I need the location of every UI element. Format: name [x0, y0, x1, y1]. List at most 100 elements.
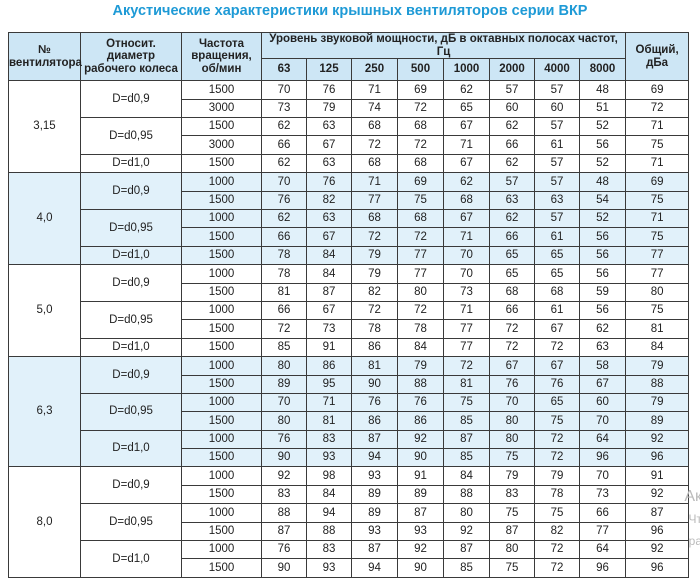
band-value-cell: 76 [306, 172, 352, 192]
rpm-cell: 1000 [181, 429, 262, 450]
band-value-cell: 70 [578, 411, 627, 431]
band-value-cell: 93 [306, 558, 352, 578]
band-value-cell: 72 [534, 540, 580, 560]
diameter-cell: D=d0,9 [80, 264, 182, 302]
total-cell: 96 [625, 521, 690, 542]
fan-number-cell: 5,0 [8, 264, 81, 358]
rpm-cell: 1500 [181, 117, 262, 137]
band-value-cell: 57 [534, 117, 580, 137]
band-value-cell: 61 [534, 227, 580, 247]
band-value-cell: 70 [443, 264, 490, 284]
band-value-cell: 65 [534, 264, 580, 284]
band-value-cell: 88 [397, 374, 444, 394]
band-value-cell: 72 [489, 319, 535, 339]
table-row: D=d0,95 1000 62 63 68 68 67 62 57 52 71 [9, 209, 690, 247]
band-value-cell: 59 [578, 282, 627, 302]
table-row: D=d0,95 1000 70 71 76 76 75 70 65 60 79 [9, 392, 690, 431]
band-value-cell: 71 [443, 135, 490, 155]
band-value-cell: 80 [489, 411, 535, 431]
band-value-cell: 65 [489, 245, 535, 266]
band-value-cell: 67 [534, 319, 580, 339]
band-value-cell: 87 [489, 521, 535, 542]
table-row: D=d0,95 1000 66 67 72 72 71 66 61 56 75 [9, 300, 690, 339]
band-value-cell: 68 [397, 153, 444, 174]
rpm-cell: 1500 [181, 80, 262, 100]
total-cell: 80 [625, 282, 690, 302]
band-value-cell: 79 [351, 245, 398, 266]
band-value-cell: 90 [261, 558, 307, 578]
band-value-cell: 76 [261, 190, 307, 211]
rpm-cell: 1500 [181, 521, 262, 542]
header-band: 63 [261, 58, 307, 82]
band-value-cell: 67 [578, 374, 627, 394]
table-row: D=d0,95 1500 62 63 68 68 67 62 57 52 71 [9, 117, 690, 155]
diameter-cell: D=d0,9 [80, 356, 182, 394]
band-value-cell: 67 [489, 356, 535, 376]
band-value-cell: 57 [534, 153, 580, 174]
band-value-cell: 51 [578, 98, 627, 119]
band-value-cell: 70 [261, 80, 307, 100]
band-value-cell: 76 [397, 392, 444, 413]
band-value-cell: 65 [534, 245, 580, 266]
band-value-cell: 75 [534, 411, 580, 431]
band-value-cell: 70 [261, 172, 307, 192]
table-row: 1500 87 88 93 93 92 87 82 77 96 [9, 521, 690, 542]
header-rel-diameter: Относит. диаметр рабочего колеса [80, 31, 182, 82]
band-value-cell: 75 [534, 503, 580, 523]
header-total: Общий, дБа [625, 31, 690, 82]
table-row: 3000 66 67 72 72 71 66 61 56 75 [9, 135, 690, 155]
table-row: 1500 66 67 72 72 71 66 61 56 75 [9, 227, 690, 247]
diameter-cell: D=d1,0 [80, 337, 182, 358]
band-value-cell: 71 [443, 227, 490, 247]
band-value-cell: 87 [443, 540, 490, 560]
band-value-cell: 63 [306, 153, 352, 174]
total-cell: 75 [625, 135, 690, 155]
band-value-cell: 90 [261, 448, 307, 468]
rpm-cell: 1000 [181, 264, 262, 284]
band-value-cell: 95 [306, 374, 352, 394]
band-value-cell: 63 [534, 190, 580, 211]
table-row: 1500 72 73 78 78 77 72 67 62 81 [9, 319, 690, 339]
diameter-cell: D=d0,95 [80, 503, 182, 542]
band-value-cell: 72 [261, 319, 307, 339]
band-value-cell: 66 [489, 300, 535, 321]
table-body: 3,15 D=d0,9 1500 70 76 71 69 62 57 57 48 69 3000 73 79… [8, 80, 690, 578]
band-value-cell: 81 [351, 356, 398, 376]
band-value-cell: 61 [534, 135, 580, 155]
band-value-cell: 87 [306, 282, 352, 302]
rpm-cell: 1500 [181, 227, 262, 247]
header-band: 1000 [443, 58, 490, 82]
header-band: 500 [397, 58, 444, 82]
diameter-cell: D=d0,95 [80, 300, 182, 339]
band-value-cell: 61 [534, 300, 580, 321]
band-value-cell: 83 [306, 540, 352, 560]
total-cell: 92 [625, 484, 690, 505]
band-value-cell: 92 [443, 521, 490, 542]
band-value-cell: 67 [306, 300, 352, 321]
band-value-cell: 83 [306, 429, 352, 450]
total-cell: 91 [625, 466, 690, 486]
band-value-cell: 77 [397, 245, 444, 266]
total-cell: 87 [625, 503, 690, 523]
rpm-cell: 1500 [181, 448, 262, 468]
band-value-cell: 89 [351, 503, 398, 523]
band-value-cell: 75 [489, 503, 535, 523]
band-value-cell: 89 [397, 484, 444, 505]
band-value-cell: 79 [489, 466, 535, 486]
band-value-cell: 62 [261, 117, 307, 137]
total-cell: 71 [625, 153, 690, 174]
header-sound-level: Уровень звуковой мощности, дБ в октавных… [260, 31, 627, 60]
total-cell: 75 [625, 227, 690, 247]
band-value-cell: 68 [443, 190, 490, 211]
rpm-cell: 1500 [181, 337, 262, 358]
total-cell: 88 [625, 374, 690, 394]
band-value-cell: 48 [578, 172, 627, 192]
band-value-cell: 90 [351, 374, 398, 394]
band-value-cell: 77 [443, 337, 490, 358]
table-row: 4,0 D=d0,9 1000 70 76 71 69 62 57 57 48 69 [8, 172, 690, 266]
band-value-cell: 72 [489, 337, 535, 358]
band-value-cell: 77 [351, 190, 398, 211]
band-value-cell: 86 [397, 411, 444, 431]
band-value-cell: 88 [443, 484, 490, 505]
band-value-cell: 68 [351, 209, 398, 229]
